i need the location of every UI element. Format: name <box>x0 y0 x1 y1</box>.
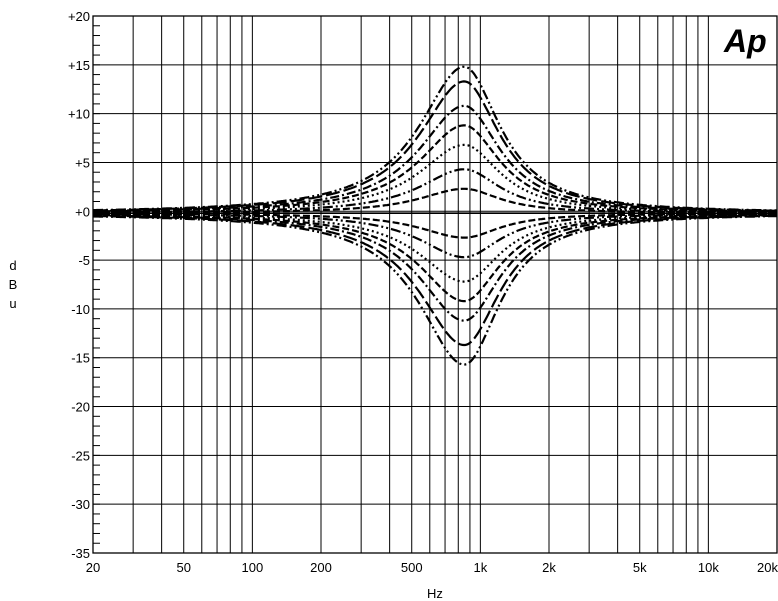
y-tick-label: +20 <box>68 9 90 24</box>
x-tick-label: 20k <box>757 560 778 575</box>
grid <box>93 15 777 554</box>
x-axis-label: Hz <box>427 586 443 601</box>
x-tick-label: 10k <box>698 560 719 575</box>
eq-curve <box>93 214 777 347</box>
y-tick-label: -5 <box>78 253 90 268</box>
y-tick-label: -15 <box>71 351 90 366</box>
x-tick-label: 5k <box>633 560 647 575</box>
x-tick-label: 200 <box>310 560 332 575</box>
eq-curve <box>93 187 777 214</box>
y-tick-label: +10 <box>68 107 90 122</box>
eq-curve <box>92 124 778 213</box>
x-tick-label: 50 <box>176 560 190 575</box>
y-tick-labels: +20 +15 +10 +5 +0 -5 -10 -15 -20 -25 -30 -35 <box>68 9 90 561</box>
y-axis-label: dBu <box>9 258 18 311</box>
ap-logo: Ap <box>723 23 767 59</box>
x-tick-label: 100 <box>242 560 264 575</box>
y-tick-label: -20 <box>71 400 90 415</box>
x-tick-label: 20 <box>86 560 100 575</box>
y-tick-label: -35 <box>71 546 90 561</box>
eq-curve <box>92 215 777 366</box>
x-tick-labels: 20 50 100 200 500 1k 2k 5k 10k 20k <box>86 560 778 575</box>
y-tick-label: -30 <box>71 497 90 512</box>
y-tick-label: -25 <box>71 448 90 463</box>
x-tick-label: 500 <box>401 560 423 575</box>
eq-curve <box>93 65 778 212</box>
x-tick-label: 2k <box>542 560 556 575</box>
y-axis-label-letter: B <box>9 277 18 292</box>
eq-curve <box>93 213 777 259</box>
eq-curve <box>93 212 777 239</box>
y-tick-label: +15 <box>68 58 90 73</box>
eq-curve <box>93 168 777 214</box>
y-tick-label: -10 <box>71 302 90 317</box>
y-axis-label-letter: u <box>9 296 16 311</box>
y-tick-label: +5 <box>75 155 90 170</box>
y-axis-label-letter: d <box>9 258 16 273</box>
y-tick-label: +0 <box>75 204 90 219</box>
eq-curve <box>93 213 777 303</box>
curves <box>92 65 778 366</box>
x-tick-label: 1k <box>473 560 487 575</box>
plot-frame <box>92 15 778 554</box>
eq-curve <box>93 104 777 213</box>
